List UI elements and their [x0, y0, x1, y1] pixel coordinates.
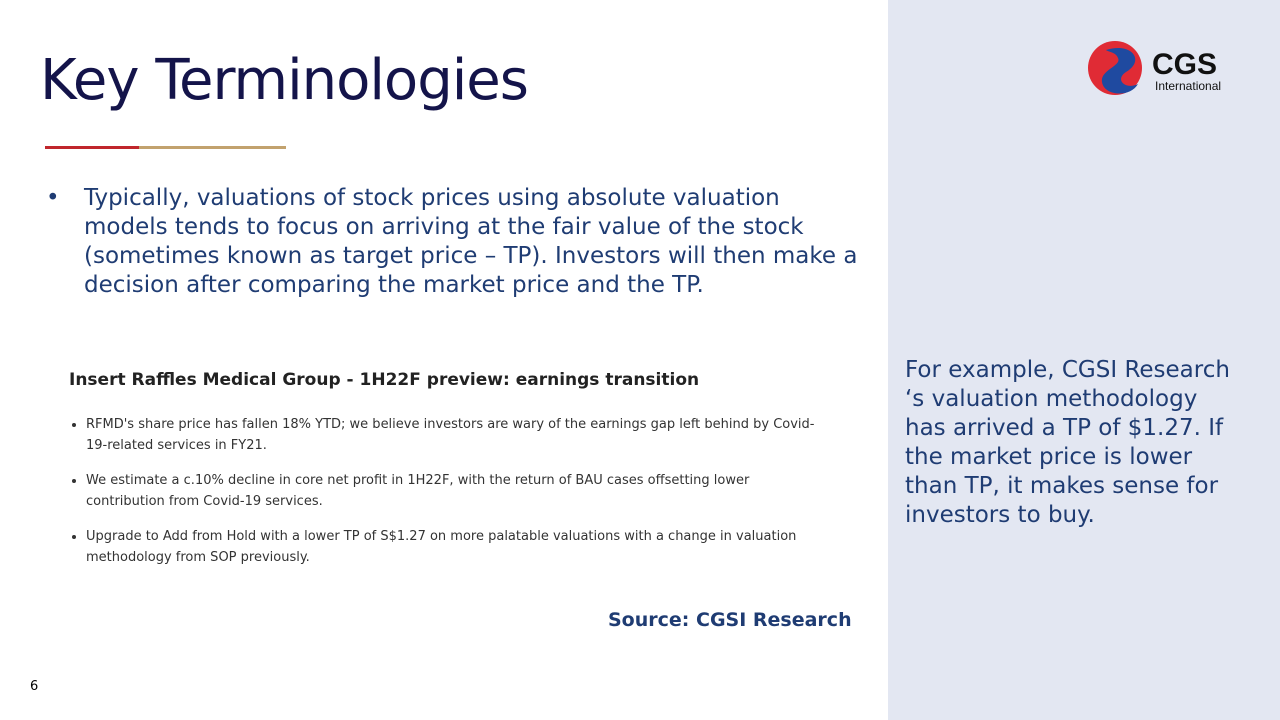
excerpt-item: RFMD's share price has fallen 18% YTD; w… [86, 414, 826, 456]
page-number: 6 [30, 679, 39, 694]
excerpt-list: RFMD's share price has fallen 18% YTD; w… [69, 414, 839, 568]
title: Key Terminologies [40, 48, 529, 113]
side-panel [888, 0, 1280, 720]
excerpt-item: Upgrade to Add from Hold with a lower TP… [86, 526, 826, 568]
title-rule [45, 146, 286, 149]
excerpt: Insert Raffles Medical Group - 1H22F pre… [69, 370, 839, 582]
logo: CGS International [1088, 41, 1221, 95]
logo-text: CGS [1152, 48, 1217, 81]
excerpt-item: We estimate a c.10% decline in core net … [86, 470, 826, 512]
excerpt-heading: Insert Raffles Medical Group - 1H22F pre… [69, 370, 700, 390]
logo-subtitle: International [1155, 79, 1221, 93]
source: Source: CGSI Research [608, 609, 852, 631]
side-note: For example, CGSI Research ‘s valuation … [905, 357, 1230, 528]
bullet: Typically, valuations of stock prices us… [46, 184, 866, 300]
logo-swirl [1101, 48, 1138, 94]
